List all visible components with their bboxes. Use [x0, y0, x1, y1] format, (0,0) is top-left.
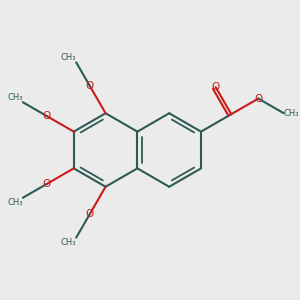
Text: O: O — [86, 81, 94, 91]
Text: CH₃: CH₃ — [7, 93, 23, 102]
Text: CH₃: CH₃ — [61, 53, 76, 62]
Text: O: O — [254, 94, 262, 103]
Text: O: O — [43, 111, 51, 121]
Text: CH₃: CH₃ — [284, 109, 299, 118]
Text: CH₃: CH₃ — [7, 198, 23, 207]
Text: O: O — [212, 82, 220, 92]
Text: O: O — [86, 209, 94, 219]
Text: CH₃: CH₃ — [61, 238, 76, 247]
Text: O: O — [43, 179, 51, 189]
